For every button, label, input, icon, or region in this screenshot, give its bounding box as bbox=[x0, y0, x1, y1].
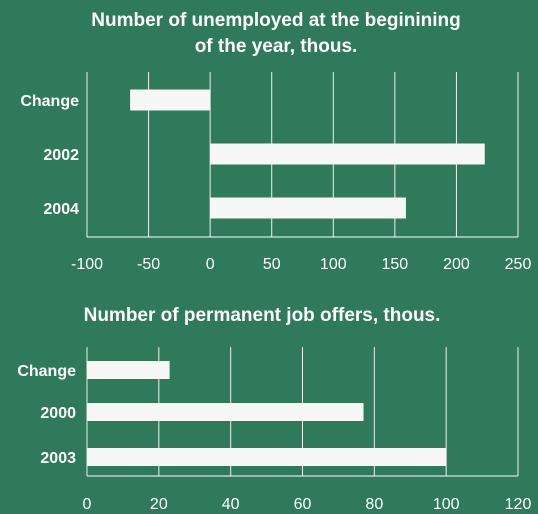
bar-change bbox=[130, 89, 211, 111]
x-tick-label: -100 bbox=[71, 256, 103, 273]
x-tick-label: 200 bbox=[443, 256, 470, 273]
bar-2003 bbox=[87, 448, 447, 466]
category-label: Change bbox=[17, 363, 76, 380]
x-tick-label: 50 bbox=[263, 256, 281, 273]
x-tick-label: 150 bbox=[382, 256, 409, 273]
chart-title-line: Number of permanent job offers, thous. bbox=[84, 305, 441, 326]
category-label: 2004 bbox=[43, 201, 79, 218]
x-tick-label: -50 bbox=[137, 256, 160, 273]
chart-title-line: Number of unemployed at the beginining bbox=[91, 10, 460, 31]
category-label: 2000 bbox=[40, 405, 76, 422]
category-label: 2003 bbox=[40, 450, 76, 467]
x-tick-label: 20 bbox=[150, 496, 168, 513]
job-offers-chart: Number of permanent job offers, thous. 0 2… bbox=[17, 305, 531, 513]
x-tick-label: 250 bbox=[505, 256, 532, 273]
category-label: Change bbox=[20, 93, 79, 110]
bar-2004 bbox=[210, 197, 406, 219]
x-tick-label: 80 bbox=[365, 496, 383, 513]
x-tick-label: 40 bbox=[222, 496, 240, 513]
bar-2002 bbox=[210, 143, 485, 165]
x-tick-label: 100 bbox=[433, 496, 460, 513]
bar-change bbox=[87, 361, 170, 379]
unemployed-chart: Number of unemployed at the beginining of… bbox=[20, 10, 531, 273]
bar-2000 bbox=[87, 403, 364, 421]
category-label: 2002 bbox=[43, 147, 79, 164]
x-tick-label: 100 bbox=[320, 256, 347, 273]
x-tick-label: 120 bbox=[505, 496, 532, 513]
x-tick-label: 60 bbox=[294, 496, 312, 513]
x-tick-label: 0 bbox=[206, 256, 215, 273]
chart-title-line: of the year, thous. bbox=[195, 36, 358, 57]
x-tick-label: 0 bbox=[83, 496, 92, 513]
